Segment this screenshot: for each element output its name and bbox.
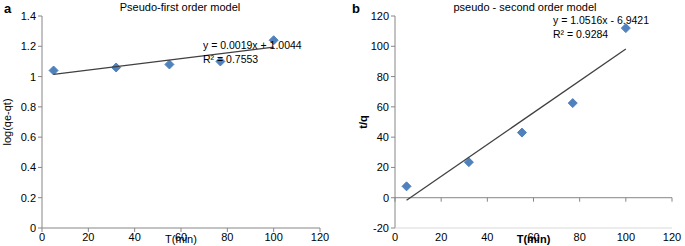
x-tick-label: 120 bbox=[663, 231, 681, 243]
y-tick bbox=[391, 46, 395, 47]
y-axis-line bbox=[42, 16, 43, 228]
y-tick-label: -20 bbox=[373, 222, 389, 234]
y-tick bbox=[38, 106, 42, 107]
y-tick-label: 60 bbox=[377, 101, 389, 113]
y-tick bbox=[391, 137, 395, 138]
y-tick bbox=[38, 197, 42, 198]
x-tick bbox=[579, 198, 580, 202]
x-tick bbox=[441, 198, 442, 202]
x-axis-title: T(min) bbox=[517, 233, 551, 245]
y-tick bbox=[391, 76, 395, 77]
x-tick-label: 40 bbox=[481, 231, 493, 243]
y-tick-label: 0 bbox=[383, 192, 389, 204]
y-axis-line bbox=[395, 16, 396, 228]
x-tick bbox=[625, 198, 626, 202]
y-tick-label: 20 bbox=[377, 161, 389, 173]
panel-label: a bbox=[4, 1, 12, 16]
equation-annotation: R² = 0.7553 bbox=[203, 53, 258, 65]
y-tick-label: 0.8 bbox=[21, 101, 36, 113]
y-axis-title: log(qe-qt) bbox=[1, 98, 13, 145]
y-tick-label: 100 bbox=[371, 40, 389, 52]
equation-annotation: R² = 0.9284 bbox=[553, 28, 608, 40]
x-tick-label: 80 bbox=[574, 231, 586, 243]
x-tick bbox=[487, 198, 488, 202]
y-tick-label: 40 bbox=[377, 131, 389, 143]
y-tick-label: 120 bbox=[371, 10, 389, 22]
y-tick-label: 0.4 bbox=[21, 161, 36, 173]
y-tick-label: 0.2 bbox=[21, 192, 36, 204]
y-tick-label: 1 bbox=[30, 71, 36, 83]
x-tick-label: 100 bbox=[617, 231, 635, 243]
y-tick bbox=[391, 197, 395, 198]
data-point bbox=[568, 99, 577, 108]
plot-bottom-edge bbox=[395, 228, 672, 229]
y-tick bbox=[38, 137, 42, 138]
equation-annotation: y = 1.0516x - 6.9421 bbox=[553, 14, 649, 26]
data-point bbox=[402, 182, 411, 191]
y-tick-label: 1.4 bbox=[21, 10, 36, 22]
x-tick-label: 40 bbox=[129, 231, 141, 243]
chart-title: pseudo - second order model bbox=[453, 1, 596, 13]
y-tick-label: 80 bbox=[377, 71, 389, 83]
plot-area bbox=[402, 24, 630, 201]
x-tick-label: 0 bbox=[39, 231, 45, 243]
y-tick-label: 0.6 bbox=[21, 131, 36, 143]
y-tick bbox=[38, 16, 42, 17]
y-tick bbox=[38, 76, 42, 77]
x-tick-label: 100 bbox=[264, 231, 282, 243]
chart-panel: a Pseudo-first order model 0 0.2 0.4 0.6 0.8 1 1… bbox=[1, 1, 329, 245]
x-tick-label: 0 bbox=[392, 231, 398, 243]
y-tick bbox=[38, 46, 42, 47]
chart-title: Pseudo-first order model bbox=[120, 1, 240, 13]
x-tick bbox=[672, 198, 673, 202]
x-tick-label: 120 bbox=[311, 231, 329, 243]
equation-annotation: y = 0.0019x + 1.0044 bbox=[203, 39, 302, 51]
x-tick-label: 80 bbox=[221, 231, 233, 243]
x-axis-title: T(min) bbox=[165, 233, 197, 245]
x-tick bbox=[395, 198, 396, 202]
y-tick bbox=[391, 228, 395, 229]
y-tick-label: 1.2 bbox=[21, 40, 36, 52]
y-tick bbox=[391, 167, 395, 168]
x-tick-label: 20 bbox=[82, 231, 94, 243]
y-axis-title: t/q bbox=[357, 115, 369, 128]
trend-line bbox=[54, 47, 274, 74]
trend-line bbox=[407, 49, 626, 200]
data-point bbox=[517, 128, 526, 137]
y-tick bbox=[38, 167, 42, 168]
y-tick bbox=[391, 106, 395, 107]
figure: a Pseudo-first order model 0 0.2 0.4 0.6 0.8 1 1… bbox=[0, 0, 685, 246]
y-tick-label: 0 bbox=[30, 222, 36, 234]
y-tick bbox=[391, 16, 395, 17]
chart-panel: bpseudo - second order model-20020406080… bbox=[352, 1, 681, 245]
x-tick-label: 20 bbox=[435, 231, 447, 243]
data-point bbox=[165, 60, 174, 69]
y-tick bbox=[38, 228, 42, 229]
panel-label: b bbox=[352, 1, 360, 16]
x-tick bbox=[533, 198, 534, 202]
